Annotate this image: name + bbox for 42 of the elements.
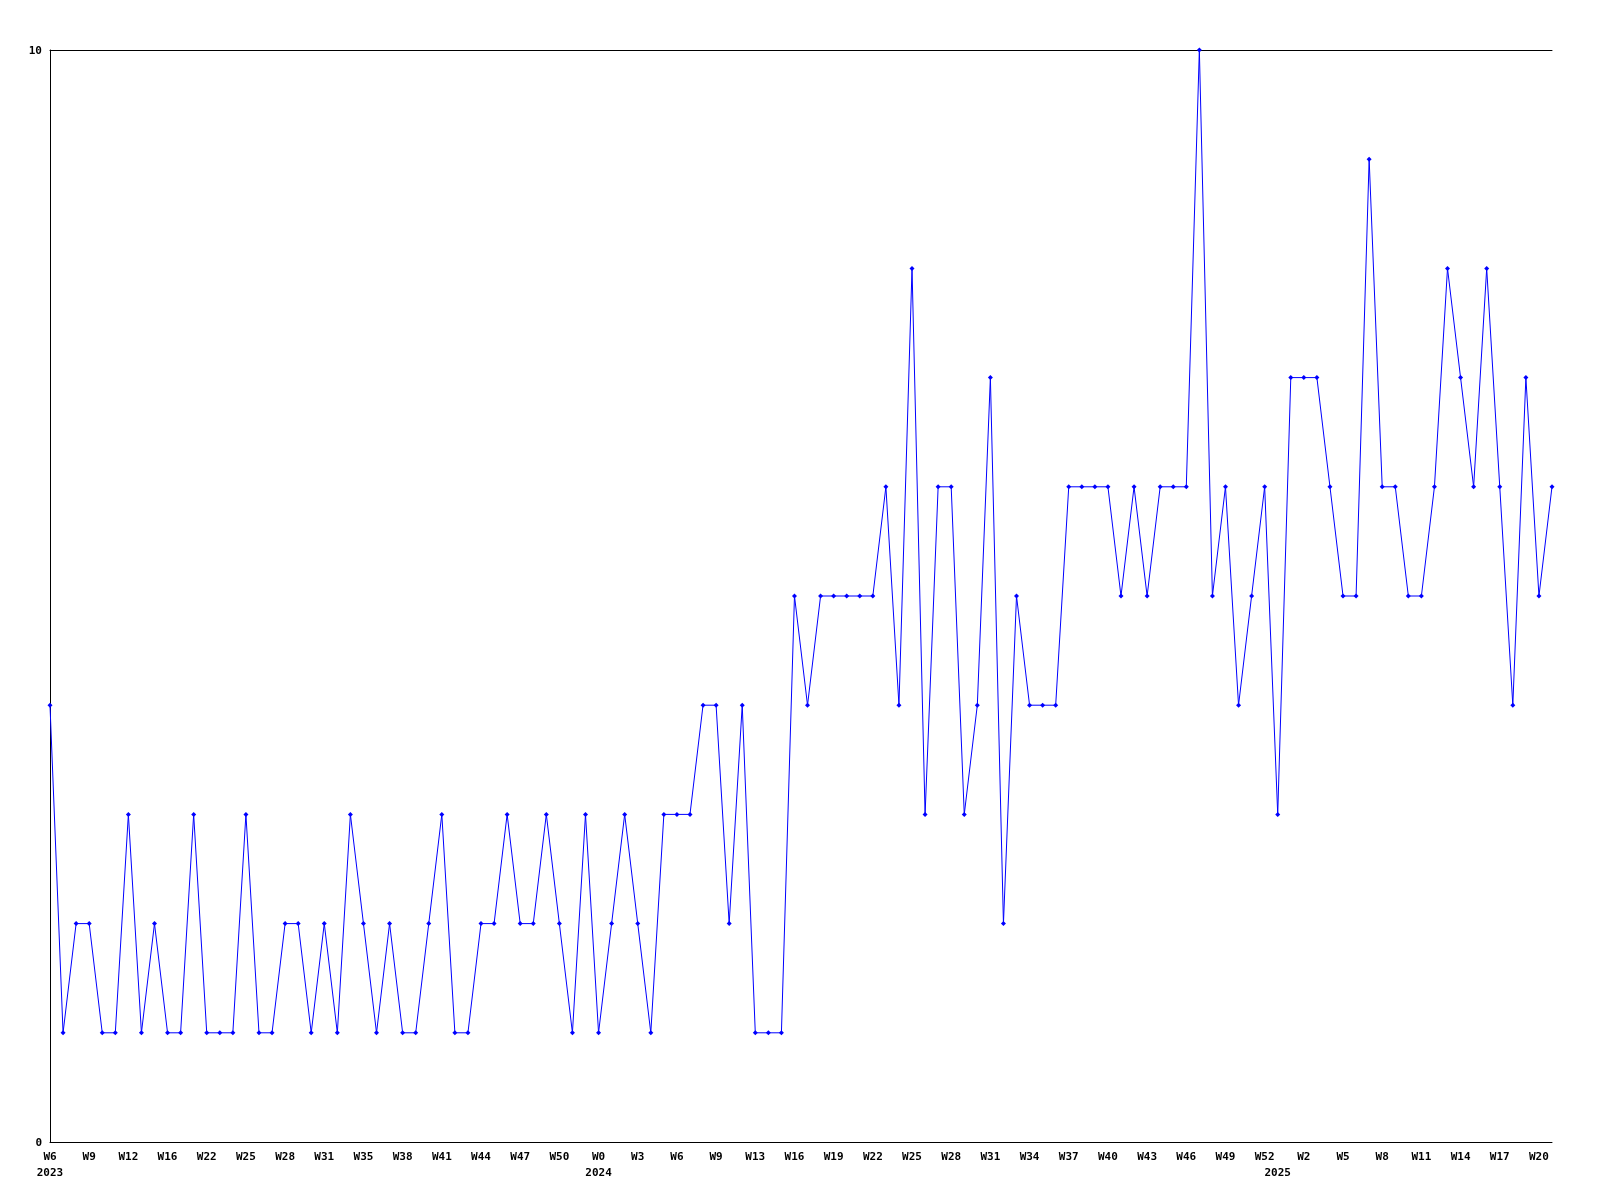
x-tick-label: W9 (709, 1149, 723, 1163)
x-tick-label: W16 (784, 1149, 805, 1163)
x-tick-label: W41 (431, 1149, 453, 1163)
x-tick-label: W12 (118, 1149, 139, 1163)
x-tick-label: W34 (1019, 1149, 1040, 1163)
x-tick-label: W5 (1336, 1149, 1350, 1163)
x-tick-label: W28 (275, 1149, 296, 1163)
y-tick-label: 0 (35, 1135, 42, 1149)
x-tick-label: W37 (1058, 1149, 1079, 1163)
x-tick-label: W38 (392, 1149, 413, 1163)
x-tick-label: W3 (631, 1149, 645, 1163)
x-tick-label: W13 (745, 1149, 766, 1163)
x-tick-label: W40 (1097, 1149, 1118, 1163)
x-tick-label: W43 (1137, 1149, 1158, 1163)
x-tick-label: W2 (1297, 1149, 1311, 1163)
x-tick-label: W0 2024 (585, 1149, 613, 1179)
x-tick-label: W49 (1215, 1149, 1236, 1163)
x-tick-label: W35 (353, 1149, 374, 1163)
x-tick-label: W9 (82, 1149, 96, 1163)
x-tick-label: W50 (549, 1149, 570, 1163)
x-tick-label: W11 (1411, 1149, 1432, 1163)
y-tick-label: 10 (28, 43, 42, 57)
x-tick-label: W16 (157, 1149, 178, 1163)
x-tick-label: W25 (235, 1149, 256, 1163)
x-tick-label: W52 (1254, 1149, 1275, 1163)
x-tick-label: W17 (1489, 1149, 1510, 1163)
x-tick-label: W6 (670, 1149, 684, 1163)
x-tick-label: W22 (196, 1149, 217, 1163)
x-tick-label: W19 (823, 1149, 844, 1163)
x-tick-label: W6 2023 (36, 1149, 64, 1179)
x-tick-label: W14 (1450, 1149, 1471, 1163)
x-tick-label: W47 (510, 1149, 531, 1163)
x-tick-label: W25 (902, 1149, 922, 1163)
x-tick-label: W22 (862, 1149, 883, 1163)
x-tick-label: 2025 (1264, 1165, 1291, 1179)
x-tick-label: W31 (980, 1149, 1001, 1163)
x-tick-label: W20 (1529, 1149, 1549, 1163)
x-tick-label: W46 (1176, 1149, 1197, 1163)
x-tick-label: W28 (941, 1149, 962, 1163)
x-tick-label: W31 (314, 1149, 335, 1163)
x-tick-label: W44 (471, 1149, 492, 1163)
x-tick-label: W8 (1375, 1149, 1389, 1163)
